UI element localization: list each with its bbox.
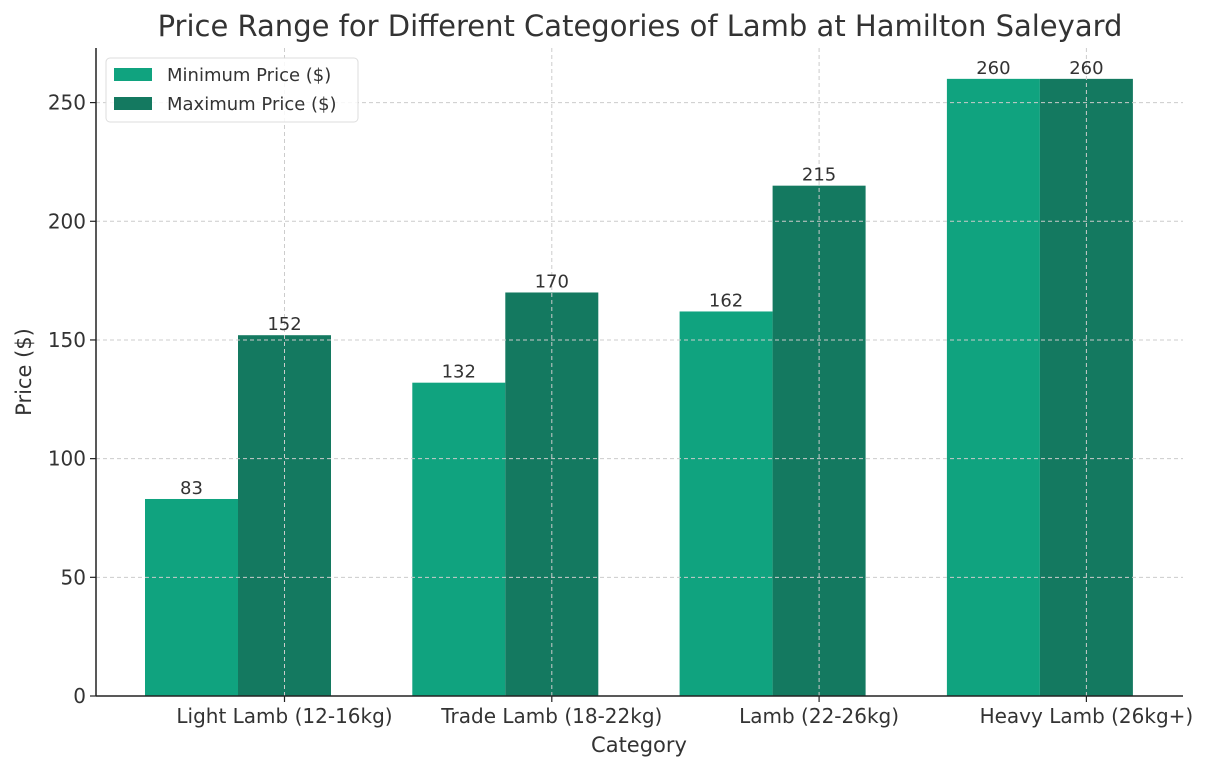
data-label: 260 [976, 58, 1010, 79]
axes: 0 50 100 150 200 250 Light Lamb (12-16kg) Trade… [48, 48, 1193, 728]
bar-minimum [679, 311, 773, 696]
x-tick-label: Lamb (22-26kg) [739, 704, 899, 728]
legend-swatch [114, 68, 152, 81]
y-tick-label: 100 [48, 447, 86, 471]
bars [145, 78, 1133, 697]
data-label: 162 [709, 290, 743, 311]
x-tick-label: Light Lamb (12-16kg) [176, 704, 392, 728]
data-label: 132 [442, 362, 476, 383]
bar-minimum [412, 382, 506, 696]
data-label: 260 [1069, 58, 1103, 79]
data-label: 152 [267, 314, 301, 335]
data-label: 170 [535, 271, 569, 292]
data-label: 83 [180, 478, 203, 499]
x-tick-label: Heavy Lamb (26kg+) [980, 704, 1194, 728]
data-labels: 83 152 132 170 162 215 260 260 [180, 58, 1104, 499]
bar-maximum [238, 335, 331, 696]
y-tick-label: 0 [73, 684, 86, 708]
y-axis-label: Price ($) [12, 328, 36, 416]
x-axis-label: Category [591, 733, 687, 757]
legend-entry: Maximum Price ($) [167, 94, 337, 115]
y-tick-label: 150 [48, 328, 86, 352]
y-tick-label: 50 [61, 565, 86, 589]
legend: Minimum Price ($) Maximum Price ($) [105, 57, 359, 123]
chart-title: Price Range for Different Categories of … [158, 9, 1123, 43]
data-label: 215 [802, 165, 836, 186]
bar-minimum [946, 78, 1040, 697]
legend-swatch [114, 97, 152, 110]
legend-box [105, 57, 359, 123]
y-tick-label: 250 [48, 91, 86, 115]
x-tick-label: Trade Lamb (18-22kg) [440, 704, 662, 728]
bar-minimum [145, 498, 238, 696]
y-tick-label: 200 [48, 209, 86, 233]
legend-entry: Minimum Price ($) [167, 65, 331, 86]
bar-maximum [505, 292, 599, 696]
